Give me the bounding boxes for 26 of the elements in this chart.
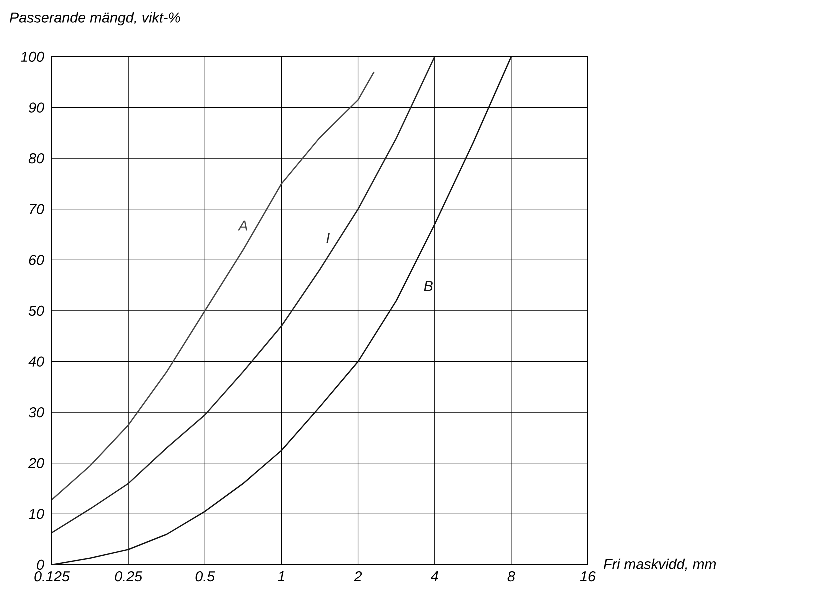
x-tick-label: 0.5 [196,571,216,582]
line-series [52,56,512,565]
y-tick-label: 60 [29,255,44,266]
y-tick-label: 20 [28,458,44,468]
x-tick-label: 4 [430,571,438,582]
y-tick-label: 70 [30,204,44,214]
y-tick-label: 10 [28,509,44,520]
x-tick-label: 1 [278,571,284,582]
x-tick-label: 2 [354,571,362,582]
x-tick-label: 8 [508,571,516,582]
x-tick-label: 0.125 [34,571,70,582]
x-tick-label: 0.25 [115,571,143,582]
y-axis-title: Passerande mängd, vikt-% [10,12,180,26]
series-label: I [326,233,330,243]
y-tick-label: 0 [37,560,44,570]
y-tick-label: 80 [28,154,44,164]
y-tick-label: 50 [28,306,44,316]
y-tick-label: 30 [28,408,44,418]
y-tick-label: 90 [29,102,44,113]
x-tick-label: 16 [580,571,596,582]
series-label: B [424,281,433,292]
y-tick-label: 100 [20,52,44,62]
line-series [52,56,436,534]
series-label: A [238,220,248,231]
y-tick-label: 40 [28,356,44,367]
x-axis-title: Fri maskvidd, mm [604,558,716,572]
